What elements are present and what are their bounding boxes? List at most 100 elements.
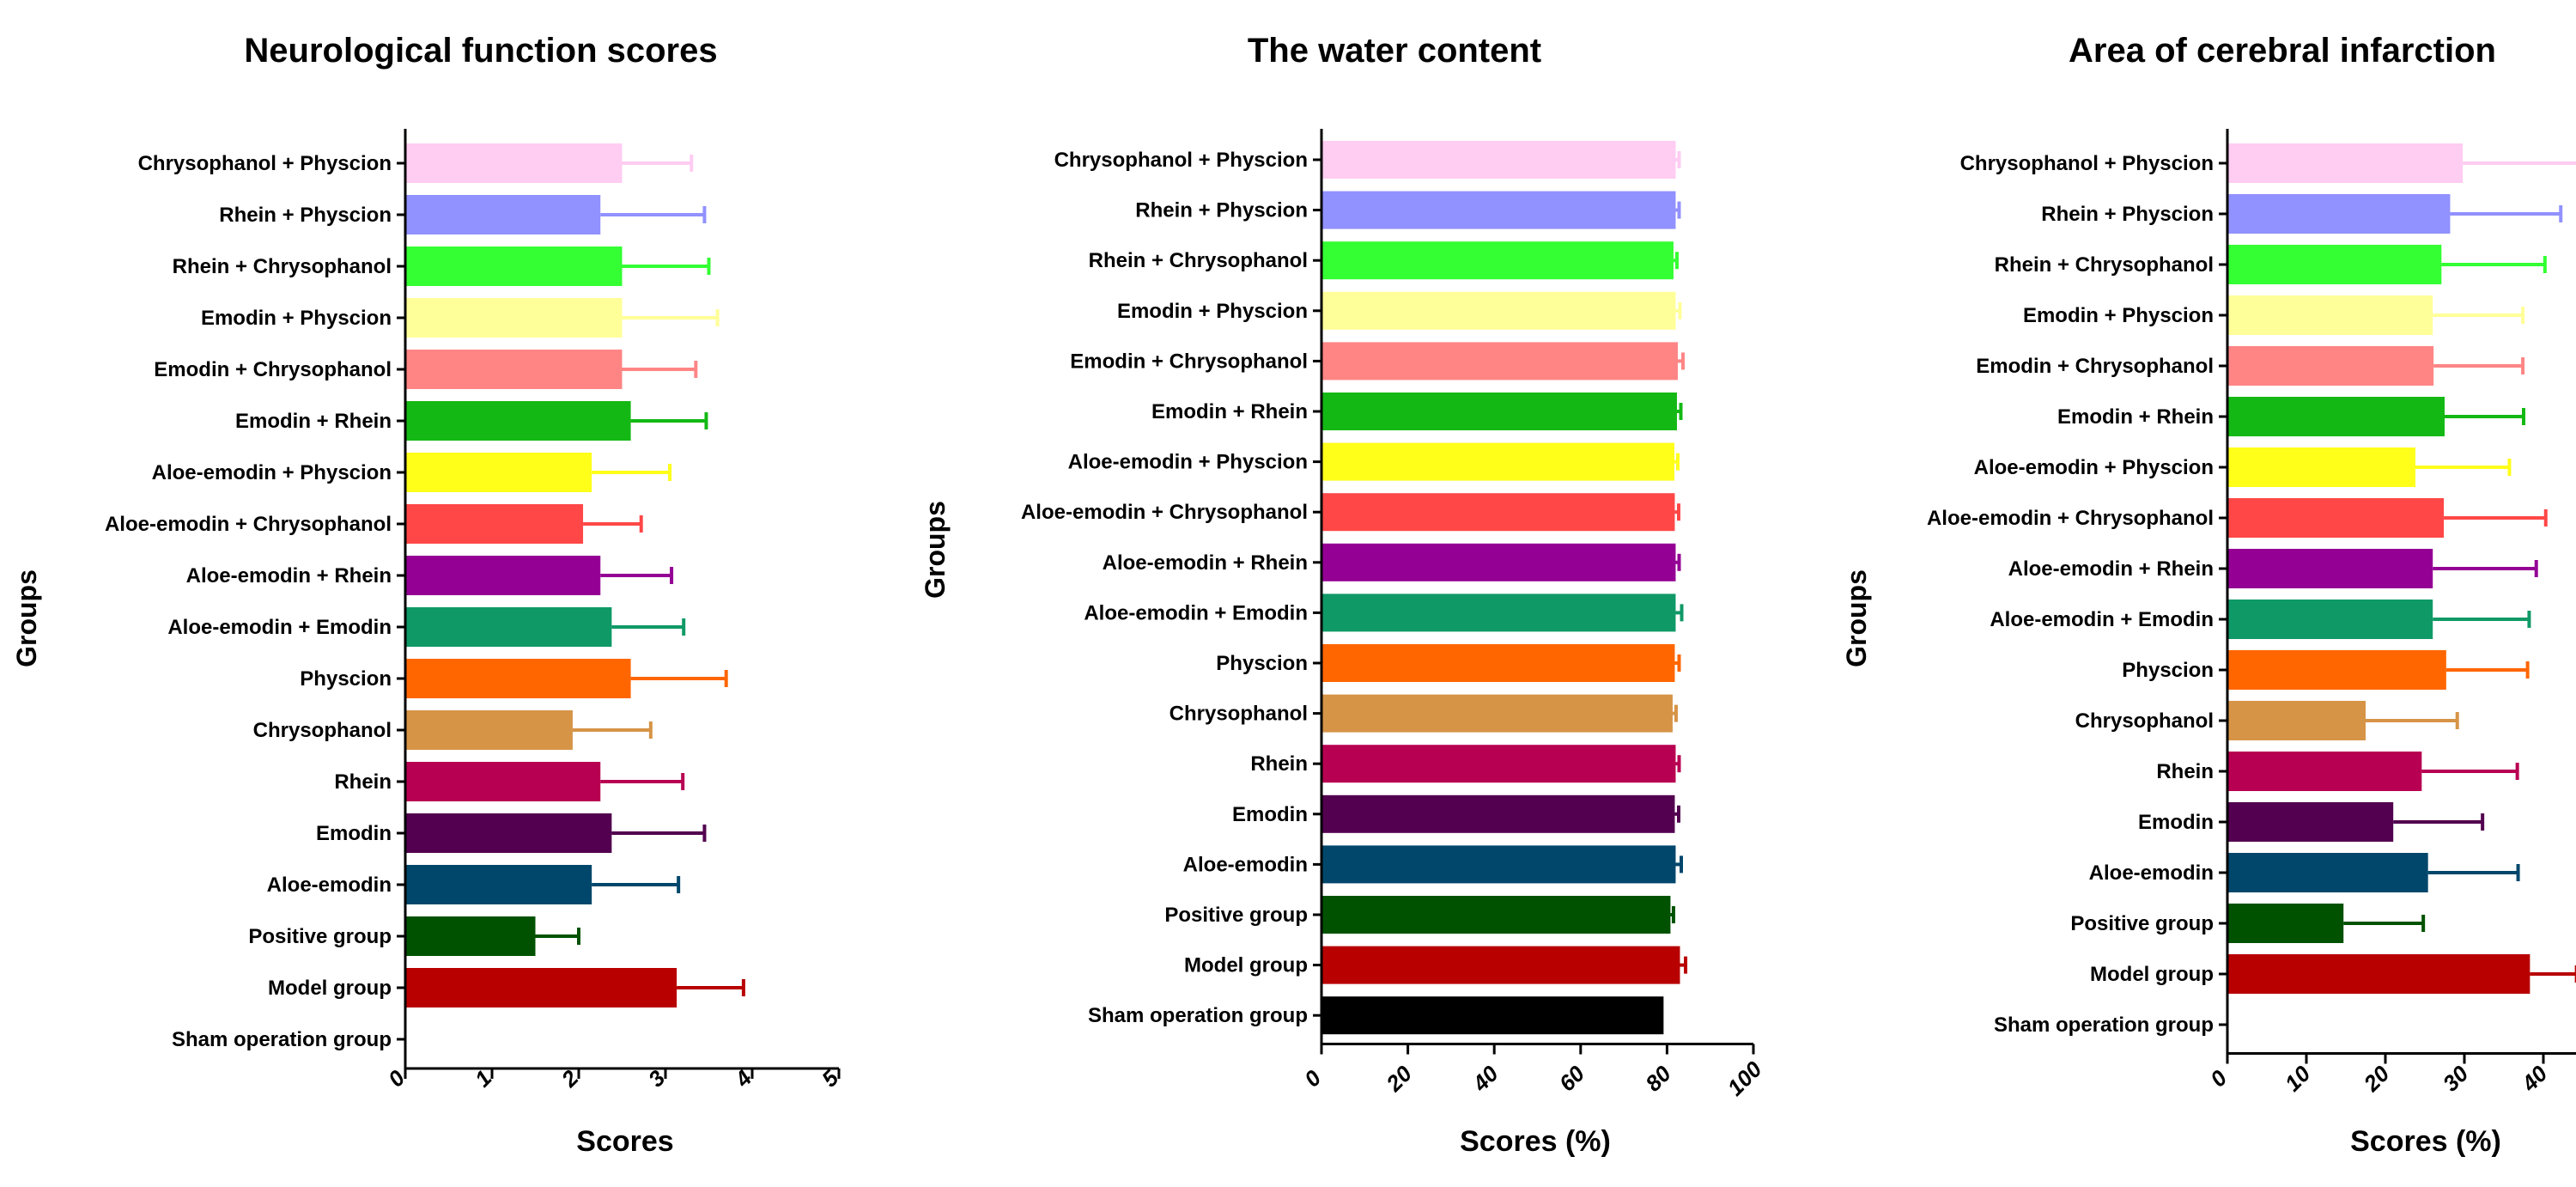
bar-3: [405, 247, 623, 286]
bar-10: [2227, 600, 2433, 639]
category-label: Positive group: [248, 925, 392, 948]
bar-13: [2227, 752, 2422, 791]
x-tick-label: 20: [1381, 1060, 1418, 1097]
bar-12: [405, 710, 573, 750]
bar-14: [1321, 794, 1675, 833]
x-tick-label: 30: [2438, 1060, 2474, 1096]
bar-12: [2227, 701, 2366, 740]
bar-11: [2227, 650, 2446, 690]
x-tick-label: 100: [1722, 1056, 1767, 1100]
bar-5: [405, 350, 623, 389]
category-label: Model group: [1184, 954, 1308, 977]
y-axis-label: Groups: [920, 501, 951, 599]
category-label: Aloe-emodin + Rhein: [2008, 557, 2214, 581]
category-label: Positive group: [2070, 912, 2214, 935]
bar-9: [1321, 543, 1676, 581]
category-label: Aloe-emodin + Chrysophanol: [1927, 507, 2214, 530]
bar-17: [2227, 954, 2530, 994]
category-label: Rhein + Physcion: [2041, 203, 2214, 226]
bar-14: [405, 813, 612, 853]
bar-3: [1321, 241, 1674, 280]
category-label: Sham operation group: [1994, 1014, 2214, 1037]
category-label: Emodin: [316, 822, 392, 845]
category-label: Aloe-emodin + Emodin: [1084, 601, 1308, 624]
x-tick-label: 10: [2280, 1060, 2316, 1096]
category-label: Aloe-emodin: [1183, 853, 1308, 876]
category-label: Emodin + Chrysophanol: [1070, 350, 1308, 373]
x-tick-label: 40: [2516, 1060, 2553, 1097]
bar-8: [1321, 493, 1675, 532]
category-label: Aloe-emodin + Rhein: [1103, 551, 1308, 575]
panel-2: The water content Groups Chrysophanol + Ph…: [920, 32, 1767, 1158]
y-axis-label: Groups: [11, 569, 42, 667]
bar-4: [2227, 295, 2433, 335]
bar-17: [1321, 946, 1680, 984]
x-tick-label: 80: [1640, 1060, 1676, 1096]
bar-2: [405, 195, 601, 234]
bar-6: [2227, 397, 2445, 436]
category-label: Model group: [268, 977, 392, 1000]
x-tick-label: 0: [2205, 1065, 2233, 1093]
bar-2: [2227, 194, 2451, 234]
bar-13: [1321, 745, 1676, 783]
bar-17: [405, 968, 677, 1007]
y-axis-label: Groups: [1841, 569, 1872, 667]
bar-14: [2227, 802, 2394, 842]
category-label: Rhein + Chrysophanol: [173, 255, 392, 278]
x-tick-label: 60: [1554, 1060, 1590, 1096]
bar-16: [1321, 896, 1671, 934]
category-label: Aloe-emodin + Chrysophanol: [105, 513, 392, 536]
category-label: Emodin + Chrysophanol: [1976, 355, 2214, 378]
category-label: Physcion: [1216, 652, 1308, 675]
category-label: Chrysophanol + Physcion: [138, 152, 392, 175]
category-label: Rhein + Physcion: [1135, 199, 1308, 222]
bar-3: [2227, 245, 2442, 284]
category-label: Aloe-emodin + Chrysophanol: [1021, 501, 1308, 524]
bar-4: [1321, 291, 1676, 330]
bar-11: [405, 659, 631, 698]
category-label: Aloe-emodin + Physcion: [152, 461, 392, 484]
category-label: Emodin + Physcion: [201, 307, 392, 330]
x-axis-label: Scores: [576, 1125, 673, 1158]
bar-10: [405, 607, 612, 647]
bar-6: [1321, 393, 1677, 430]
chart-title: The water content: [1248, 32, 1541, 70]
bar-10: [1321, 594, 1676, 632]
bar-12: [1321, 694, 1673, 733]
category-label: Aloe-emodin + Emodin: [167, 616, 392, 639]
category-label: Emodin + Chrysophanol: [154, 358, 392, 381]
bar-15: [405, 865, 592, 904]
bar-5: [2227, 346, 2434, 386]
bar-4: [405, 298, 623, 338]
category-label: Rhein + Chrysophanol: [1995, 253, 2214, 277]
category-label: Aloe-emodin + Emodin: [1990, 608, 2214, 631]
category-label: Rhein: [2156, 760, 2214, 783]
bar-13: [405, 762, 601, 801]
bar-5: [1321, 342, 1678, 380]
panel-1: Neurological function scores Groups Chryso…: [11, 32, 844, 1158]
category-label: Chrysophanol: [2075, 709, 2214, 733]
category-label: Emodin + Rhein: [1151, 400, 1308, 423]
category-label: Positive group: [1164, 904, 1308, 927]
category-label: Chrysophanol + Physcion: [1054, 149, 1308, 172]
bar-8: [2227, 498, 2445, 538]
category-label: Aloe-emodin: [267, 874, 392, 897]
bar-16: [405, 916, 536, 956]
bar-15: [1321, 845, 1676, 884]
category-label: Emodin + Physcion: [2023, 304, 2214, 327]
bar-7: [2227, 447, 2415, 487]
category-label: Aloe-emodin + Physcion: [1974, 456, 2214, 479]
bar-9: [405, 556, 601, 595]
category-label: Physcion: [2122, 659, 2214, 682]
category-label: Rhein: [334, 770, 392, 794]
category-label: Emodin: [2138, 811, 2214, 834]
bar-1: [2227, 143, 2464, 183]
x-tick-label: 20: [2358, 1060, 2395, 1097]
bar-11: [1321, 644, 1675, 682]
bar-7: [405, 453, 592, 492]
category-label: Aloe-emodin + Rhein: [186, 564, 392, 587]
panel-3: Area of cerebral infarction Groups Chrysop…: [1841, 32, 2576, 1158]
bar-6: [405, 401, 631, 441]
bar-2: [1321, 191, 1676, 229]
